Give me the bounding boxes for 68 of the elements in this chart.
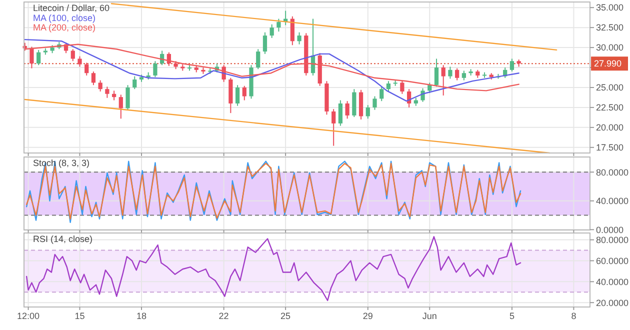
y-tick-label: 80.0000: [596, 234, 629, 245]
y-tick-label: 0.0000: [596, 224, 624, 235]
candlestick: [91, 71, 96, 86]
candlestick: [352, 88, 356, 118]
candlestick: [276, 18, 281, 32]
candlestick: [332, 108, 336, 146]
candlestick: [118, 94, 123, 120]
candlestick: [358, 89, 364, 120]
y-tick-label: 22.500: [596, 102, 624, 113]
candlestick: [297, 32, 302, 45]
candlestick: [30, 46, 34, 69]
series-label: MA (200, close): [33, 22, 96, 32]
candlestick: [386, 80, 391, 92]
candlestick: [434, 58, 439, 88]
chart-title: Litecoin / Dollar, 60: [33, 3, 110, 13]
candlestick: [153, 60, 158, 78]
y-tick-label: 80.0000: [596, 167, 629, 178]
candlestick: [510, 58, 514, 72]
candlestick: [338, 100, 343, 126]
y-tick-label: 32.500: [596, 22, 624, 33]
candlestick: [455, 68, 460, 81]
candlestick: [84, 62, 89, 76]
candlestick: [270, 24, 274, 38]
x-tick-label: 18: [136, 311, 146, 321]
chart-title: RSI (14, close): [33, 234, 93, 244]
y-tick-label: 30.000: [596, 42, 624, 53]
candlestick: [345, 100, 350, 120]
candlestick: [400, 80, 404, 94]
candlestick: [36, 49, 41, 66]
x-tick-label: 5: [509, 311, 514, 321]
candlestick: [78, 56, 82, 68]
candlestick: [112, 90, 116, 101]
x-tick-label: Jun: [422, 311, 437, 321]
candlestick: [290, 16, 294, 46]
y-tick-label: 25.000: [596, 82, 624, 93]
candlestick: [366, 104, 370, 120]
x-tick-label: 12:00: [17, 311, 40, 321]
y-tick-label: 40.0000: [596, 276, 629, 287]
candlestick: [256, 48, 260, 70]
series-label: MA (100, close): [33, 13, 96, 23]
candlestick: [380, 86, 384, 102]
ref-line-label: 27.990: [594, 58, 622, 69]
y-tick-label: 35.000: [596, 2, 624, 13]
y-tick-label: 20.000: [596, 122, 624, 133]
candlestick: [235, 84, 240, 106]
y-tick-label: 17.500: [596, 142, 624, 153]
x-tick-label: 29: [362, 311, 373, 321]
candlestick: [70, 48, 75, 62]
candlestick: [420, 88, 425, 102]
x-tick-label: 25: [280, 311, 291, 321]
candlestick: [228, 77, 233, 114]
candlestick: [462, 70, 466, 81]
candlestick: [262, 32, 268, 54]
candlestick: [132, 76, 137, 90]
candlestick: [105, 86, 110, 98]
candlestick: [448, 66, 452, 80]
y-tick-label: 60.0000: [596, 256, 629, 266]
candlestick: [126, 84, 130, 110]
candlestick: [441, 64, 446, 96]
candlestick: [98, 80, 102, 92]
x-tick-label: 15: [74, 311, 85, 321]
y-tick-label: 40.0000: [596, 196, 629, 206]
candlestick: [372, 96, 377, 110]
candlestick: [242, 85, 246, 101]
x-tick-label: 22: [218, 311, 229, 321]
y-tick-label: 20.0000: [596, 298, 629, 308]
x-tick-label: 8: [571, 311, 576, 321]
candlestick: [428, 82, 432, 94]
